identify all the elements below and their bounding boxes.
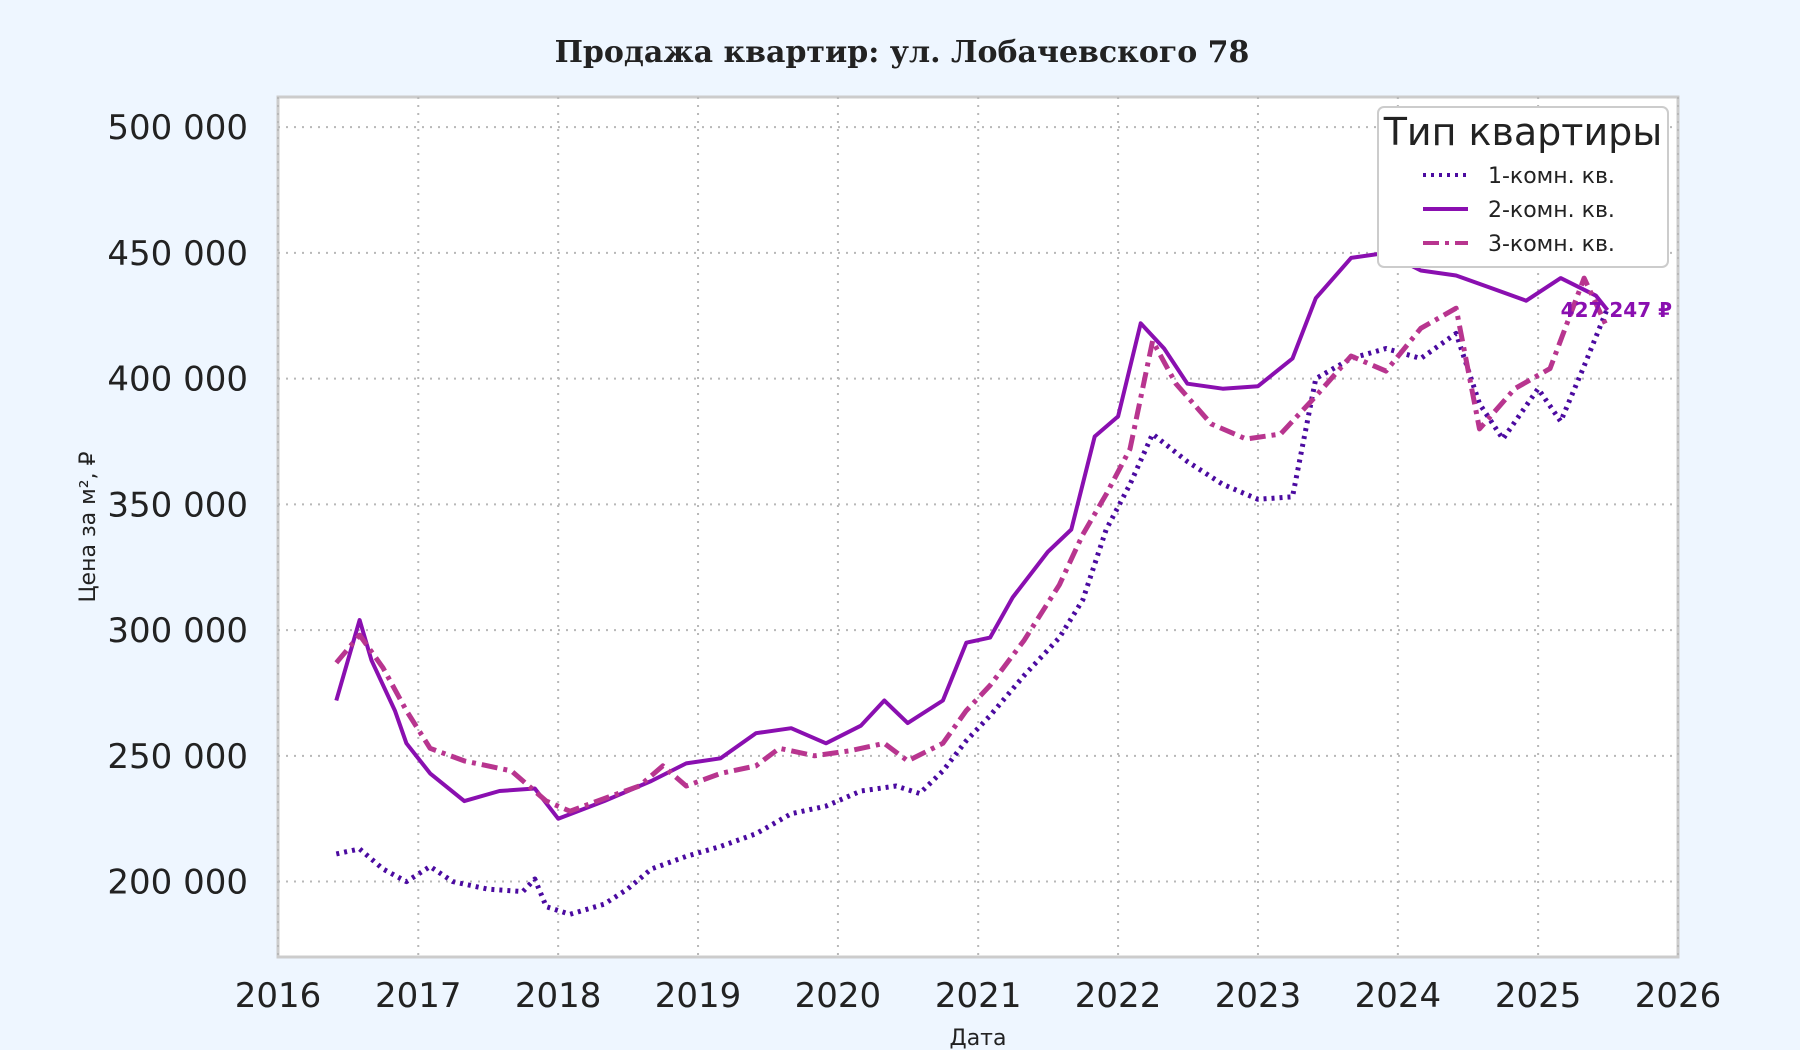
y-tick-label: 350 000 [107,485,248,525]
legend-entries: 1-комн. кв. 2-комн. кв. 3-комн. кв. [1423,164,1615,257]
x-tick-label: 2017 [375,976,462,1016]
x-tick-label: 2021 [935,976,1022,1016]
x-tick-label: 2016 [235,976,322,1016]
y-tick-label: 400 000 [107,360,248,400]
y-tick-label: 500 000 [107,108,248,148]
x-tick-label: 2023 [1215,976,1302,1016]
y-axis-label: Цена за м², ₽ [76,451,101,602]
legend-title: Тип квартиры [1383,110,1663,154]
chart-title: Продажа квартир: ул. Лобачевского 78 [555,35,1250,70]
x-tick-label: 2022 [1075,976,1162,1016]
x-axis-ticks: 2016 2017 2018 2019 2020 2021 2022 2023 2024 2025… [235,976,1722,1016]
value-annotation: 427 247 ₽ [1561,298,1672,322]
y-tick-label: 200 000 [107,863,248,903]
y-tick-label: 300 000 [107,611,248,651]
y-axis-ticks: 200 000 250 000 300 000 350 000 400 000 450 0… [107,108,248,902]
x-tick-label: 2024 [1355,976,1442,1016]
series-line-1 [335,307,1610,917]
series-line-3 [334,275,1610,814]
legend-label-3: 3-комн. кв. [1488,232,1615,257]
legend-label-2: 2-комн. кв. [1488,198,1615,223]
x-axis-label: Дата [950,1026,1007,1050]
x-tick-label: 2020 [795,976,882,1016]
x-tick-label: 2018 [515,976,602,1016]
x-tick-label: 2019 [655,976,742,1016]
x-tick-label: 2025 [1495,976,1582,1016]
legend-label-1: 1-комн. кв. [1488,164,1615,189]
legend: Тип квартиры 1-комн. кв. 2-комн. кв. 3-ком… [1377,106,1669,268]
legend-box [1377,106,1669,268]
y-tick-label: 450 000 [107,234,248,274]
annotations: 427 247 ₽ [1561,298,1672,322]
x-tick-label: 2026 [1635,976,1722,1016]
y-tick-label: 250 000 [107,737,248,777]
grid [277,97,1679,957]
